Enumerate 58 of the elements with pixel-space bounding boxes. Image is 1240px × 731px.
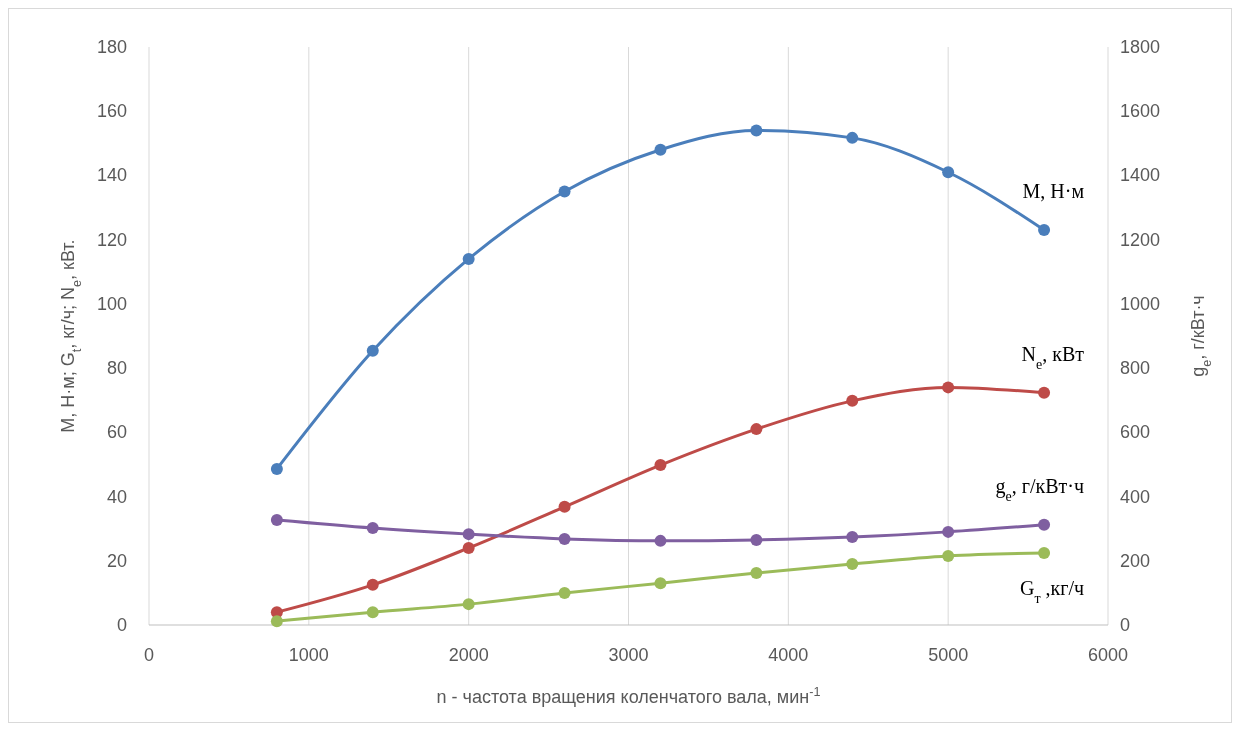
y2-tick-label: 1200 <box>1120 229 1161 250</box>
x-tick-label: 1000 <box>288 645 329 665</box>
series-label: G$_{т}$ ,кг/ч <box>1019 577 1085 606</box>
y2-tick-label: 0 <box>1120 615 1131 635</box>
y-tick-label: 80 <box>106 358 127 379</box>
point <box>1038 224 1051 237</box>
x-tick-label: 3000 <box>608 645 649 665</box>
point <box>654 577 667 590</box>
point <box>942 166 955 179</box>
y2-tick-label: 1600 <box>1120 101 1161 122</box>
point <box>942 549 955 562</box>
y-tick-label: 160 <box>96 101 127 122</box>
point <box>846 394 859 407</box>
point <box>846 131 859 144</box>
y2-tick-label: 800 <box>1120 358 1151 379</box>
y2-tick-label: 1000 <box>1120 293 1161 314</box>
y-tick-label: 40 <box>106 486 127 507</box>
point <box>366 578 379 591</box>
point <box>1038 386 1051 399</box>
x-tick-label: 5000 <box>928 645 969 665</box>
y-tick-label: 120 <box>96 229 127 250</box>
y2-tick-label: 600 <box>1120 422 1151 443</box>
y-tick-label: 180 <box>96 37 127 57</box>
point <box>366 606 379 619</box>
series-label: g$_{e}$, г/кВт·ч <box>995 474 1085 504</box>
y2-tick-label: 1800 <box>1120 37 1161 57</box>
point <box>462 541 475 554</box>
point <box>750 423 763 436</box>
point <box>270 615 283 628</box>
point <box>270 462 283 475</box>
point <box>558 185 571 198</box>
point <box>558 500 571 513</box>
x-tick-label: 6000 <box>1087 645 1129 665</box>
x-tick-label: 2000 <box>448 645 489 665</box>
point <box>846 557 859 570</box>
point <box>366 344 379 357</box>
point <box>462 252 475 265</box>
series-label: M, Н·м <box>1022 180 1085 203</box>
point <box>462 598 475 611</box>
point <box>750 566 763 579</box>
series-label: N$_{e}$, кВт <box>1021 342 1085 372</box>
y2-tick-label: 200 <box>1120 550 1151 571</box>
y-tick-label: 100 <box>96 293 127 314</box>
y2-tick-label: 1400 <box>1120 165 1161 186</box>
y-tick-label: 20 <box>106 550 127 571</box>
x-tick-label: 0 <box>143 645 155 665</box>
point <box>558 586 571 599</box>
point <box>750 124 763 137</box>
y-tick-label: 0 <box>116 615 127 635</box>
point <box>942 381 955 394</box>
x-tick-label: 4000 <box>768 645 809 665</box>
point <box>1038 547 1051 560</box>
point <box>654 459 667 472</box>
y-tick-label: 140 <box>96 165 127 186</box>
y-tick-label: 60 <box>106 422 127 443</box>
point <box>654 143 667 156</box>
y2-tick-label: 400 <box>1120 486 1151 507</box>
x-axis-title: n - частота вращения коленчатого вала, мин$^{-1}$ <box>436 685 821 707</box>
